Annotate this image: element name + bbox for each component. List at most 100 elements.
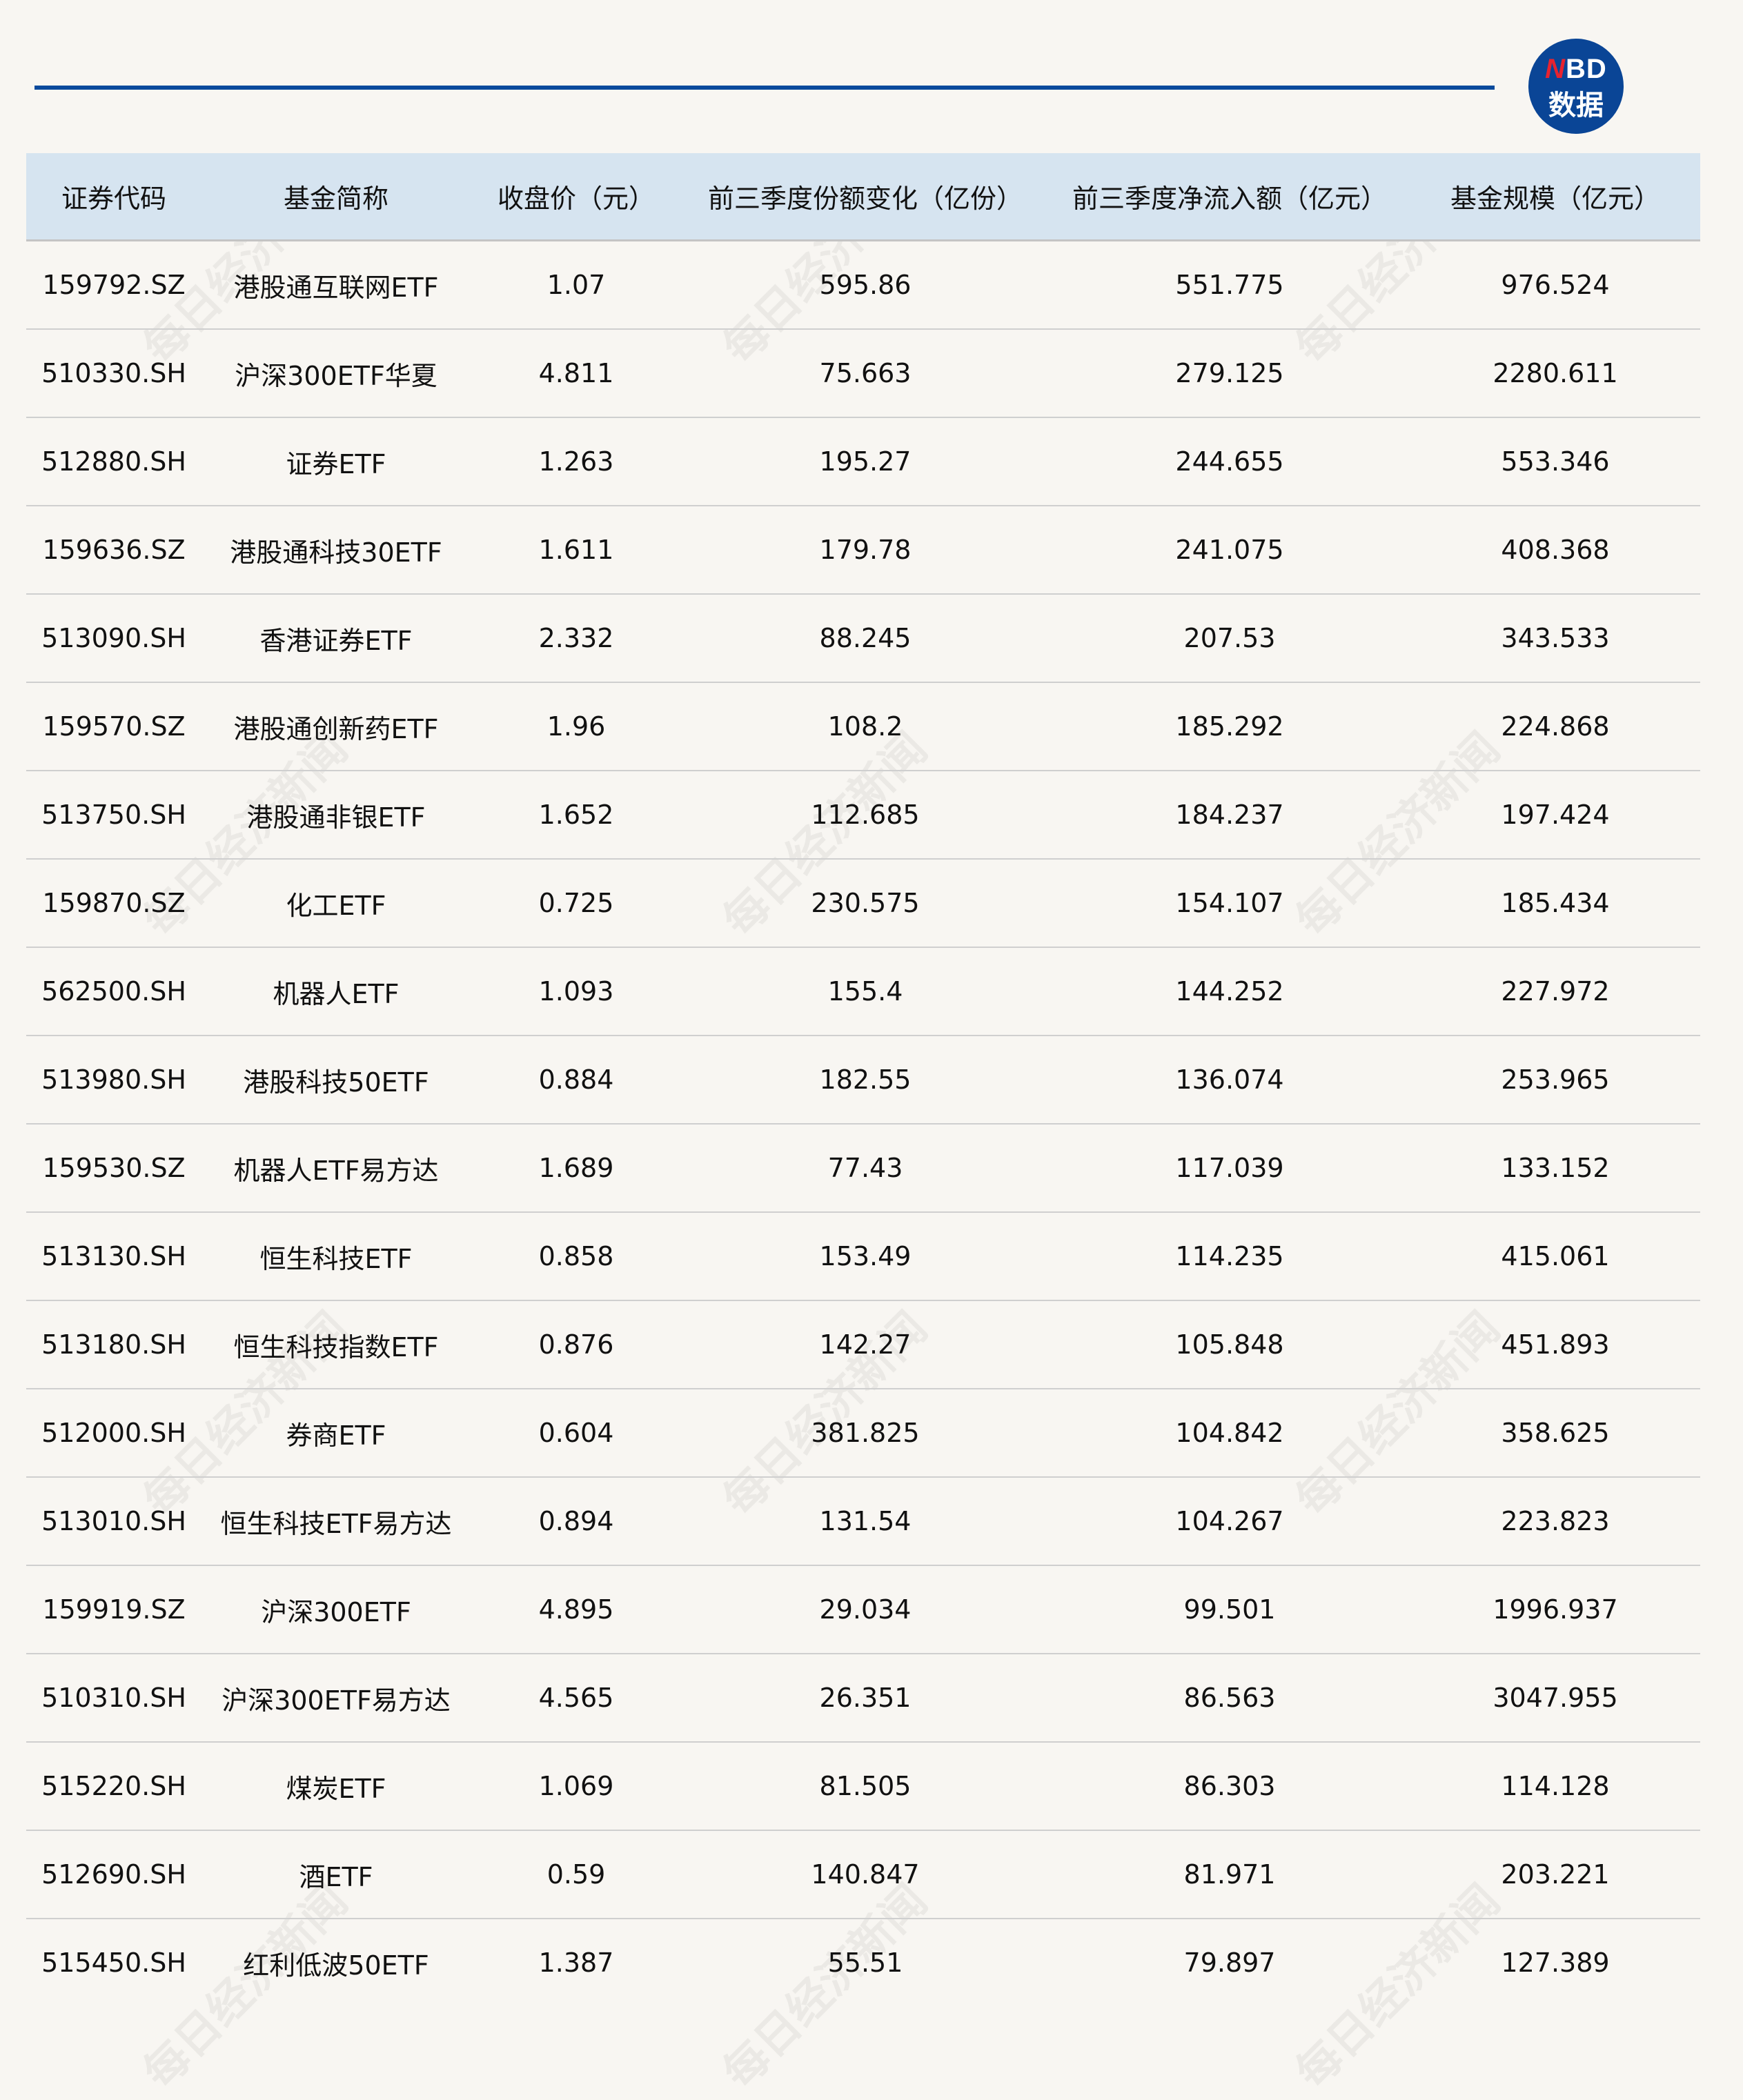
table-row: 512690.SH 酒ETF 0.59 140.847 81.971 203.221	[26, 1830, 1700, 1919]
cell-share-change: 26.351	[682, 1654, 1049, 1743]
cell-name: 恒生科技ETF	[201, 1212, 471, 1301]
cell-close-price: 1.689	[471, 1124, 682, 1213]
table-row: 512000.SH 券商ETF 0.604 381.825 104.842 358.625	[26, 1389, 1700, 1478]
table-row: 513130.SH 恒生科技ETF 0.858 153.49 114.235 415.06…	[26, 1212, 1700, 1301]
cell-share-change: 140.847	[682, 1830, 1049, 1919]
cell-code: 159919.SZ	[26, 1565, 201, 1654]
table-row: 562500.SH 机器人ETF 1.093 155.4 144.252 227.972	[26, 947, 1700, 1036]
cell-name: 煤炭ETF	[201, 1742, 471, 1831]
cell-fund-size: 1996.937	[1410, 1565, 1700, 1654]
cell-code: 159792.SZ	[26, 240, 201, 330]
cell-net-inflow: 99.501	[1049, 1565, 1410, 1654]
cell-share-change: 77.43	[682, 1124, 1049, 1213]
cell-name: 券商ETF	[201, 1389, 471, 1478]
cell-close-price: 0.59	[471, 1830, 682, 1919]
cell-code: 562500.SH	[26, 947, 201, 1036]
cell-fund-size: 185.434	[1410, 859, 1700, 948]
cell-code: 513010.SH	[26, 1477, 201, 1566]
cell-name: 港股通互联网ETF	[201, 240, 471, 330]
cell-code: 513090.SH	[26, 594, 201, 683]
cell-net-inflow: 207.53	[1049, 594, 1410, 683]
table-row: 159636.SZ 港股通科技30ETF 1.611 179.78 241.075 408…	[26, 506, 1700, 595]
cell-name: 港股通非银ETF	[201, 771, 471, 860]
cell-share-change: 153.49	[682, 1212, 1049, 1301]
cell-net-inflow: 104.842	[1049, 1389, 1410, 1478]
cell-name: 红利低波50ETF	[243, 1950, 429, 1981]
cell-close-price: 1.093	[471, 947, 682, 1036]
cell-name: 证券ETF	[201, 417, 471, 506]
cell-name: 沪深300ETF华夏	[201, 329, 471, 418]
cell-net-inflow: 144.252	[1049, 947, 1410, 1036]
table-row: 510310.SH 沪深300ETF易方达 4.565 26.351 86.563 304…	[26, 1654, 1700, 1743]
cell-share-change: 81.505	[682, 1742, 1049, 1831]
cell-fund-size: 197.424	[1410, 771, 1700, 860]
cell-share-change: 108.2	[682, 682, 1049, 771]
cell-fund-size: 408.368	[1410, 506, 1700, 595]
table-row: 513180.SH 恒生科技指数ETF 0.876 142.27 105.848 451.…	[26, 1300, 1700, 1389]
table-row: 159792.SZ 港股通互联网ETF 1.07 595.86 551.775 976.5…	[26, 240, 1700, 330]
cell-net-inflow: 241.075	[1049, 506, 1410, 595]
cell-close-price: 1.652	[471, 771, 682, 860]
cell-name: 恒生科技ETF易方达	[201, 1477, 471, 1566]
cell-fund-size: 223.823	[1410, 1477, 1700, 1566]
cell-code: 159870.SZ	[26, 859, 201, 948]
cell-net-inflow: 184.237	[1049, 771, 1410, 860]
cell-code: 515450.SH	[41, 1948, 186, 1978]
cell-share-change: 131.54	[682, 1477, 1049, 1566]
cell-net-inflow: 104.267	[1049, 1477, 1410, 1566]
cell-code: 512880.SH	[26, 417, 201, 506]
cell-net-inflow: 244.655	[1049, 417, 1410, 506]
table-row: 159570.SZ 港股通创新药ETF 1.96 108.2 185.292 224.86…	[26, 682, 1700, 771]
cell-net-inflow: 81.971	[1049, 1830, 1410, 1919]
cell-fund-size: 127.389	[1501, 1948, 1610, 1978]
cell-share-change: 142.27	[682, 1300, 1049, 1389]
cell-close-price: 4.895	[471, 1565, 682, 1654]
cell-fund-size: 553.346	[1410, 417, 1700, 506]
cell-share-change: 381.825	[682, 1389, 1049, 1478]
header-name: 基金简称	[201, 153, 471, 241]
cell-fund-size: 203.221	[1410, 1830, 1700, 1919]
logo-sub: 数据	[1548, 90, 1604, 121]
cell-code: 513180.SH	[26, 1300, 201, 1389]
header-code: 证券代码	[26, 153, 201, 241]
cell-net-inflow: 551.775	[1049, 240, 1410, 330]
cell-code: 513980.SH	[26, 1036, 201, 1125]
cell-code: 510310.SH	[26, 1654, 201, 1743]
header-rule	[35, 86, 1495, 90]
cell-share-change: 230.575	[682, 859, 1049, 948]
cell-share-change: 88.245	[682, 594, 1049, 683]
cell-close-price: 1.387	[538, 1948, 614, 1978]
table-row: 159870.SZ 化工ETF 0.725 230.575 154.107 185.434	[26, 859, 1700, 948]
cell-close-price: 1.263	[471, 417, 682, 506]
cell-share-change: 75.663	[682, 329, 1049, 418]
cell-share-change: 29.034	[682, 1565, 1049, 1654]
cell-close-price: 0.858	[471, 1212, 682, 1301]
cell-name: 酒ETF	[201, 1830, 471, 1919]
cell-close-price: 0.604	[471, 1389, 682, 1478]
logo-bd: BD	[1566, 54, 1607, 84]
cell-net-inflow: 105.848	[1049, 1300, 1410, 1389]
table-row: 515450.SH 红利低波50ETF 1.387 55.51 79.897 127.38…	[26, 1919, 1700, 2006]
cell-close-price: 1.96	[471, 682, 682, 771]
table-row: 159919.SZ 沪深300ETF 4.895 29.034 99.501 1996.9…	[26, 1565, 1700, 1654]
cell-close-price: 4.811	[471, 329, 682, 418]
cell-name: 香港证券ETF	[201, 594, 471, 683]
cell-fund-size: 415.061	[1410, 1212, 1700, 1301]
header-share-change: 前三季度份额变化（亿份）	[682, 153, 1049, 241]
cell-fund-size: 343.533	[1410, 594, 1700, 683]
cell-close-price: 2.332	[471, 594, 682, 683]
table-row: 513090.SH 香港证券ETF 2.332 88.245 207.53 343.533	[26, 594, 1700, 683]
cell-fund-size: 227.972	[1410, 947, 1700, 1036]
cell-close-price: 1.07	[471, 240, 682, 330]
cell-fund-size: 3047.955	[1410, 1654, 1700, 1743]
cell-code: 159570.SZ	[26, 682, 201, 771]
cell-code: 513130.SH	[26, 1212, 201, 1301]
cell-net-inflow: 114.235	[1049, 1212, 1410, 1301]
table-row: 513750.SH 港股通非银ETF 1.652 112.685 184.237 197.…	[26, 771, 1700, 860]
header-fund-size: 基金规模（亿元）	[1410, 153, 1700, 241]
cell-share-change: 182.55	[682, 1036, 1049, 1125]
cell-share-change: 195.27	[682, 417, 1049, 506]
cell-close-price: 0.725	[471, 859, 682, 948]
cell-name: 恒生科技指数ETF	[201, 1300, 471, 1389]
logo-n: N	[1545, 54, 1566, 84]
